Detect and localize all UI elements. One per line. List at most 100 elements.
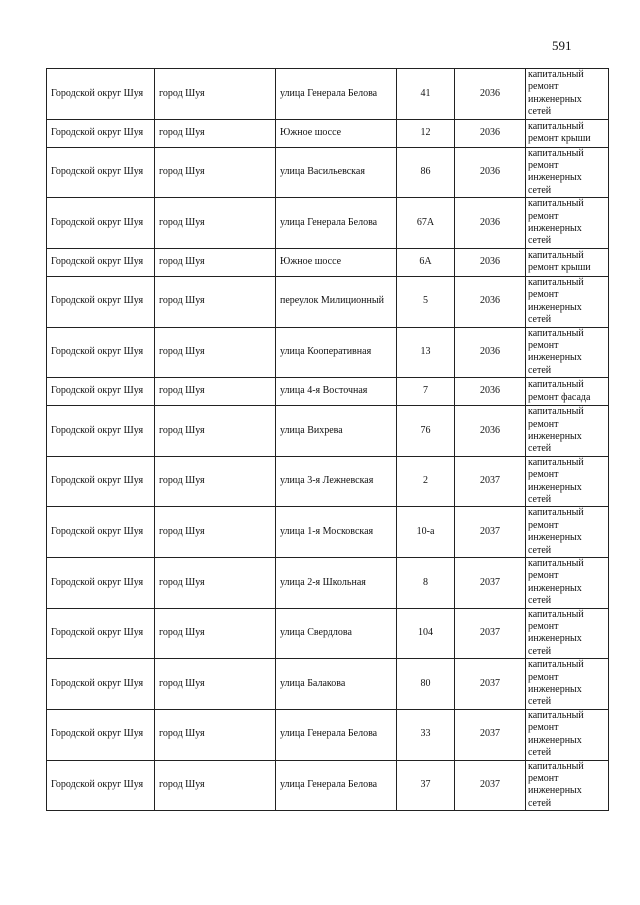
cell-work: капитальный ремонт фасада bbox=[525, 377, 609, 407]
cell-city: город Шуя bbox=[154, 377, 276, 407]
cell-work: капитальный ремонт крыши bbox=[525, 118, 609, 148]
table-row: Городской округ Шуя город Шуя улица Балако… bbox=[46, 658, 609, 710]
cell-year: 2037 bbox=[454, 557, 526, 609]
cell-street: улица 4-я Восточная bbox=[275, 377, 397, 407]
cell-city: город Шуя bbox=[154, 759, 276, 812]
cell-year: 2036 bbox=[454, 377, 526, 407]
cell-work: капитальный ремонт инженерных сетей bbox=[525, 68, 609, 120]
page-number: 591 bbox=[552, 38, 572, 53]
cell-district: Городской округ Шуя bbox=[46, 658, 155, 710]
cell-district: Городской округ Шуя bbox=[46, 377, 155, 407]
cell-year: 2036 bbox=[454, 197, 526, 249]
cell-street: улица Кооперативная bbox=[275, 326, 397, 379]
cell-year: 2037 bbox=[454, 658, 526, 710]
cell-house: 7 bbox=[396, 377, 455, 407]
cell-year: 2037 bbox=[454, 506, 526, 558]
cell-city: город Шуя bbox=[154, 557, 276, 609]
table-row: Городской округ Шуя город Шуя улица 2-я Шк… bbox=[46, 557, 609, 609]
cell-house: 76 bbox=[396, 405, 455, 457]
cell-house: 104 bbox=[396, 607, 455, 660]
cell-house: 8 bbox=[396, 557, 455, 609]
table-row: Городской округ Шуя город Шуя Южное шоссе 1… bbox=[46, 118, 609, 148]
cell-house: 12 bbox=[396, 118, 455, 148]
repair-schedule-table: Городской округ Шуя город Шуя улица Генера… bbox=[46, 68, 609, 812]
cell-district: Городской округ Шуя bbox=[46, 275, 155, 328]
cell-district: Городской округ Шуя bbox=[46, 326, 155, 379]
table-row: Городской округ Шуя город Шуя улица Свердл… bbox=[46, 607, 609, 660]
cell-city: город Шуя bbox=[154, 658, 276, 710]
cell-street: Южное шоссе bbox=[275, 118, 397, 148]
cell-street: улица Васильевская bbox=[275, 146, 397, 199]
table-row: Городской округ Шуя город Шуя улица 1-я Мо… bbox=[46, 506, 609, 558]
cell-city: город Шуя bbox=[154, 247, 276, 277]
cell-city: город Шуя bbox=[154, 326, 276, 379]
table-row: Городской округ Шуя город Шуя Южное шоссе 6… bbox=[46, 247, 609, 277]
cell-work: капитальный ремонт инженерных сетей bbox=[525, 506, 609, 558]
cell-street: улица Генерала Белова bbox=[275, 197, 397, 249]
cell-street: Южное шоссе bbox=[275, 247, 397, 277]
cell-work: капитальный ремонт инженерных сетей bbox=[525, 405, 609, 457]
cell-city: город Шуя bbox=[154, 275, 276, 328]
table-row: Городской округ Шуя город Шуя улица 3-я Ле… bbox=[46, 455, 609, 508]
cell-city: город Шуя bbox=[154, 607, 276, 660]
cell-district: Городской округ Шуя bbox=[46, 455, 155, 508]
cell-city: город Шуя bbox=[154, 118, 276, 148]
cell-year: 2036 bbox=[454, 326, 526, 379]
table-row: Городской округ Шуя город Шуя улица Вихрев… bbox=[46, 405, 609, 457]
cell-district: Городской округ Шуя bbox=[46, 708, 155, 761]
cell-work: капитальный ремонт инженерных сетей bbox=[525, 275, 609, 328]
cell-house: 13 bbox=[396, 326, 455, 379]
cell-district: Городской округ Шуя bbox=[46, 759, 155, 812]
cell-year: 2036 bbox=[454, 247, 526, 277]
cell-work: капитальный ремонт инженерных сетей bbox=[525, 455, 609, 508]
cell-work: капитальный ремонт инженерных сетей bbox=[525, 146, 609, 199]
cell-district: Городской округ Шуя bbox=[46, 405, 155, 457]
table-row: Городской округ Шуя город Шуя улица 4-я Во… bbox=[46, 377, 609, 407]
cell-district: Городской округ Шуя bbox=[46, 247, 155, 277]
cell-house: 2 bbox=[396, 455, 455, 508]
cell-house: 67А bbox=[396, 197, 455, 249]
cell-year: 2036 bbox=[454, 405, 526, 457]
cell-house: 86 bbox=[396, 146, 455, 199]
cell-year: 2037 bbox=[454, 759, 526, 812]
cell-work: капитальный ремонт инженерных сетей bbox=[525, 557, 609, 609]
cell-city: город Шуя bbox=[154, 506, 276, 558]
table-row: Городской округ Шуя город Шуя улица Генера… bbox=[46, 759, 609, 812]
cell-city: город Шуя bbox=[154, 405, 276, 457]
cell-house: 5 bbox=[396, 275, 455, 328]
cell-year: 2036 bbox=[454, 68, 526, 120]
table-row: Городской округ Шуя город Шуя улица Василь… bbox=[46, 146, 609, 199]
cell-house: 37 bbox=[396, 759, 455, 812]
cell-house: 6А bbox=[396, 247, 455, 277]
cell-street: улица 1-я Московская bbox=[275, 506, 397, 558]
cell-city: город Шуя bbox=[154, 68, 276, 120]
table-row: Городской округ Шуя город Шуя улица Коопер… bbox=[46, 326, 609, 379]
cell-year: 2037 bbox=[454, 708, 526, 761]
cell-district: Городской округ Шуя bbox=[46, 506, 155, 558]
cell-city: город Шуя bbox=[154, 146, 276, 199]
cell-work: капитальный ремонт инженерных сетей bbox=[525, 658, 609, 710]
cell-year: 2036 bbox=[454, 146, 526, 199]
cell-work: капитальный ремонт инженерных сетей bbox=[525, 326, 609, 379]
cell-street: улица 3-я Лежневская bbox=[275, 455, 397, 508]
cell-work: капитальный ремонт инженерных сетей bbox=[525, 759, 609, 812]
cell-street: улица 2-я Школьная bbox=[275, 557, 397, 609]
cell-district: Городской округ Шуя bbox=[46, 607, 155, 660]
cell-city: город Шуя bbox=[154, 455, 276, 508]
cell-city: город Шуя bbox=[154, 708, 276, 761]
table-row: Городской округ Шуя город Шуя улица Генера… bbox=[46, 197, 609, 249]
cell-city: город Шуя bbox=[154, 197, 276, 249]
cell-work: капитальный ремонт инженерных сетей bbox=[525, 197, 609, 249]
cell-district: Городской округ Шуя bbox=[46, 118, 155, 148]
cell-work: капитальный ремонт крыши bbox=[525, 247, 609, 277]
cell-street: улица Генерала Белова bbox=[275, 759, 397, 812]
cell-house: 80 bbox=[396, 658, 455, 710]
cell-house: 33 bbox=[396, 708, 455, 761]
cell-street: улица Свердлова bbox=[275, 607, 397, 660]
cell-work: капитальный ремонт инженерных сетей bbox=[525, 708, 609, 761]
cell-street: улица Вихрева bbox=[275, 405, 397, 457]
cell-street: переулок Милиционный bbox=[275, 275, 397, 328]
cell-district: Городской округ Шуя bbox=[46, 557, 155, 609]
cell-district: Городской округ Шуя bbox=[46, 197, 155, 249]
cell-year: 2036 bbox=[454, 275, 526, 328]
